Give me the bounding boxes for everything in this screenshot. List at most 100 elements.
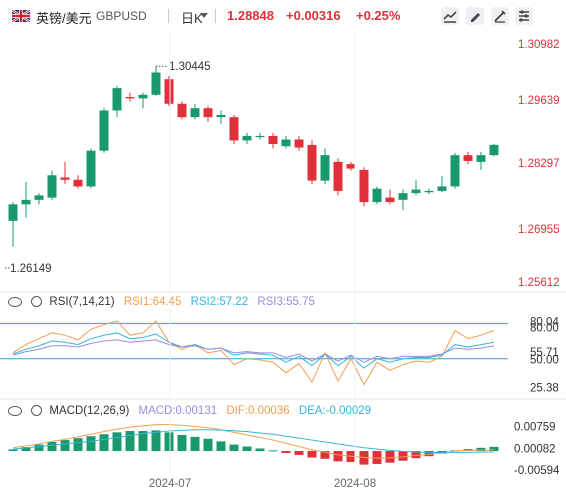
candle-body	[190, 108, 200, 118]
draw-icon[interactable]	[466, 7, 484, 25]
chevron-down-icon[interactable]	[200, 13, 208, 18]
candle	[437, 176, 447, 193]
candle	[359, 167, 369, 207]
rsi-line-rsi2	[12, 332, 495, 369]
dif-value: DIF:0.00036	[226, 405, 290, 417]
eye-icon[interactable]	[8, 296, 22, 307]
candle-body	[411, 189, 421, 194]
pen-icon[interactable]	[491, 7, 509, 25]
candle	[164, 76, 174, 106]
macd-bar	[489, 446, 499, 452]
settings-icon[interactable]	[31, 405, 43, 417]
candle-body	[138, 94, 148, 99]
divider	[168, 9, 169, 23]
candle	[177, 101, 187, 120]
candle-body	[359, 169, 369, 203]
candle-body	[34, 195, 44, 200]
macd-tick-label: 0.00759	[514, 422, 556, 434]
divider	[215, 9, 216, 23]
candle	[216, 110, 226, 124]
macd-bar	[333, 451, 343, 462]
candlestick-series	[8, 66, 499, 247]
macd-bar	[99, 434, 109, 452]
symbol-name: 英镑/美元	[36, 11, 92, 26]
candle	[86, 148, 96, 189]
macd-bar	[307, 451, 317, 458]
candle	[112, 85, 122, 118]
candle-body	[307, 144, 317, 181]
candle-body	[385, 197, 395, 203]
uk-flag-icon	[12, 10, 30, 22]
macd-bar	[398, 451, 408, 461]
candle	[203, 106, 213, 122]
candle	[450, 152, 460, 189]
macd-bar	[73, 438, 83, 452]
candle-body	[268, 135, 278, 144]
candle	[73, 175, 83, 189]
candle	[34, 193, 44, 205]
candle	[138, 92, 148, 109]
rsi-line-rsi3	[12, 339, 495, 363]
macd-bar	[268, 450, 278, 452]
candle	[320, 148, 330, 185]
candle-body	[333, 161, 343, 191]
rsi-name: RSI(7,14,21)	[49, 296, 115, 308]
candle	[476, 152, 486, 170]
candle-body	[47, 175, 57, 198]
candle-body	[229, 117, 239, 141]
macd-tick-label: 0.00082	[514, 443, 556, 455]
candle-body	[60, 177, 70, 180]
candle-body	[450, 155, 460, 187]
settings-icon[interactable]	[515, 7, 533, 25]
candle-body	[86, 150, 96, 187]
candle	[255, 132, 265, 140]
x-tick-label: 2024-08	[334, 478, 376, 490]
axes: 1.30982 1.29639 1.28297 1.26955 1.25612 1.304…	[5, 32, 560, 490]
candle	[333, 158, 343, 196]
macd-line-dif	[12, 424, 495, 459]
candle-body	[164, 79, 174, 104]
candle-body	[99, 110, 109, 151]
macd-panel: 0.00759 0.00082 -0.00594	[8, 422, 560, 477]
candle	[398, 189, 408, 211]
macd-bar	[372, 451, 382, 464]
candle-body	[73, 179, 83, 187]
macd-bar	[255, 448, 265, 452]
macd-bar	[216, 441, 226, 452]
macd-bar	[86, 436, 96, 452]
low-annotation: 1.26149	[10, 263, 52, 275]
candle	[463, 152, 473, 165]
chart-header: 英镑/美元 GBPUSD 日K 1.28848 +0.00316 +0.25%	[0, 0, 566, 32]
rsi-tick-label: 80.00	[530, 322, 559, 334]
macd-bar	[229, 444, 239, 452]
candle-body	[437, 186, 447, 191]
macd-bar	[21, 447, 31, 452]
settings-icon[interactable]	[31, 296, 43, 308]
macd-bar	[203, 438, 213, 452]
candle-body	[476, 155, 486, 162]
last-price: 1.28848	[227, 8, 274, 23]
period-selector[interactable]: 日K	[181, 11, 203, 26]
macd-bar	[8, 449, 18, 452]
candle	[424, 188, 434, 195]
candle-body	[177, 103, 187, 118]
candle	[151, 66, 161, 96]
candle-body	[489, 144, 499, 156]
high-annotation: 1.30445	[169, 61, 211, 73]
eye-icon[interactable]	[8, 405, 22, 416]
candle	[489, 143, 499, 157]
candle	[346, 161, 356, 171]
x-tick-label: 2024-07	[149, 478, 191, 490]
ticker: GBPUSD	[96, 9, 147, 23]
candle-body	[281, 139, 291, 147]
price-tick-label: 1.26955	[518, 224, 560, 236]
candle-body	[255, 135, 265, 138]
line-tool-icon[interactable]	[441, 7, 459, 25]
price-tick-label: 1.29639	[518, 95, 560, 107]
candle-body	[346, 164, 356, 169]
rsi-legend: RSI(7,14,21) RSI1:64.45 RSI2:57.22 RSI3:…	[8, 296, 315, 308]
candle	[268, 132, 278, 149]
macd-bar	[125, 431, 135, 452]
candle	[60, 161, 70, 185]
